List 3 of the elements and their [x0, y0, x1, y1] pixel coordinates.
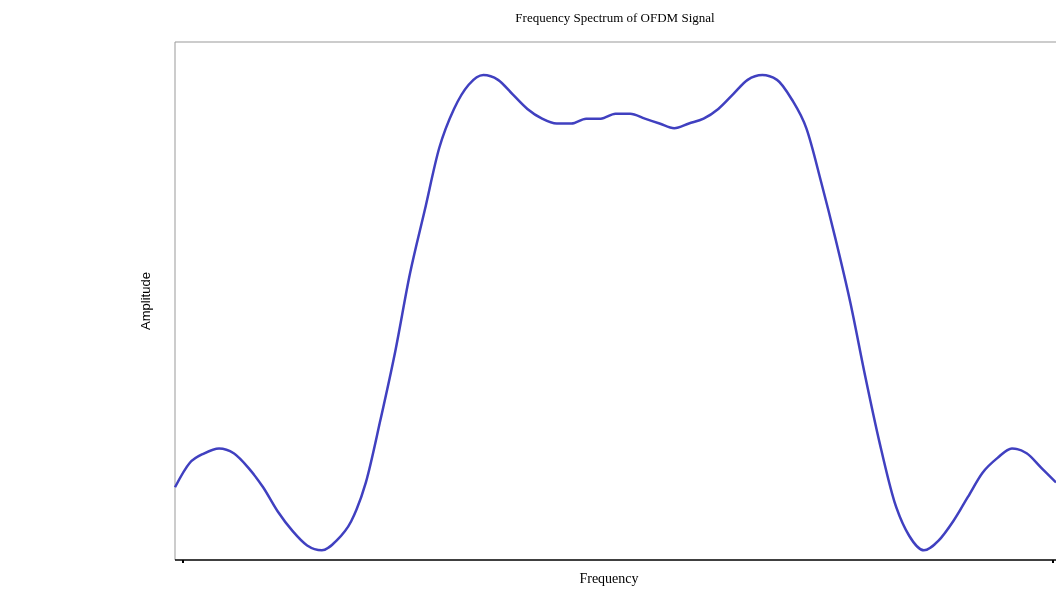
y-axis-title: Amplitude — [138, 272, 153, 330]
chart-title: Frequency Spectrum of OFDM Signal — [515, 10, 716, 25]
x-axis-title: Frequency — [579, 571, 639, 586]
